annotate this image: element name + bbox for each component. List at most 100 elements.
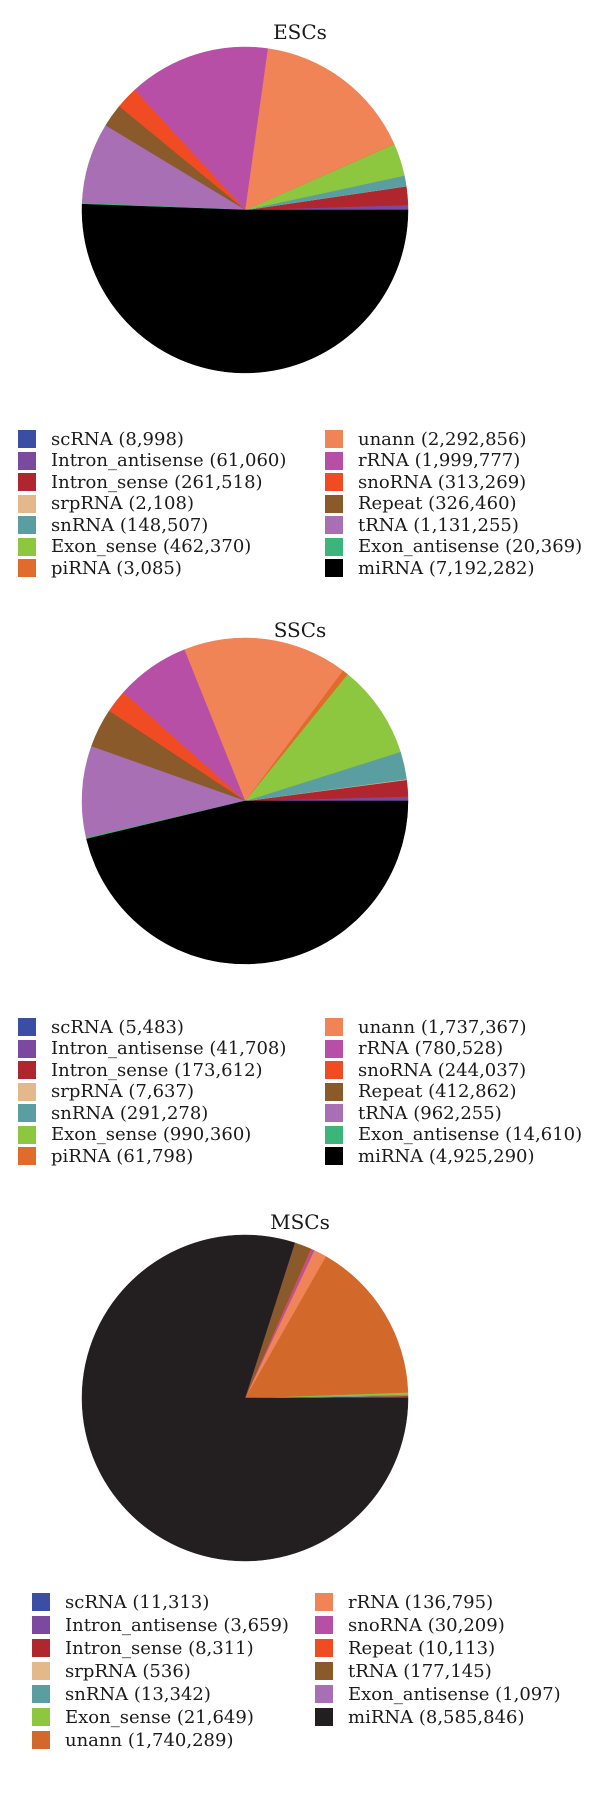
legend-swatch <box>325 451 343 470</box>
legend-label: srpRNA (7,637) <box>51 1081 194 1102</box>
pie-slice-rrna <box>134 46 268 211</box>
legend-label: miRNA (4,925,290) <box>358 1145 535 1167</box>
legend-label: Exon_antisense (1,097) <box>348 1683 561 1705</box>
legend-label: snoRNA (30,209) <box>348 1614 505 1636</box>
legend-swatch <box>18 1082 36 1101</box>
legend-item-scrna: scRNA (11,313) <box>32 1591 209 1613</box>
legend-swatch <box>18 1018 36 1036</box>
legend-label: rRNA (780,528) <box>358 1038 504 1059</box>
legend-swatch <box>18 1147 36 1165</box>
legend-swatch <box>325 1104 343 1122</box>
legend-label: Intron_antisense (61,060) <box>51 450 287 471</box>
legend-item-pirna: piRNA (3,085) <box>18 557 182 579</box>
legend-swatch <box>32 1731 50 1749</box>
legend-item-repeat: Repeat (10,113) <box>315 1637 495 1659</box>
legend-label: tRNA (962,255) <box>358 1102 502 1124</box>
legend-label: Exon_antisense (20,369) <box>358 536 583 557</box>
legend-item-exon-antisense: Exon_antisense (1,097) <box>315 1683 561 1705</box>
legend-label: scRNA (5,483) <box>51 1016 184 1038</box>
legend-label: scRNA (8,998) <box>51 428 184 450</box>
legend-label: piRNA (61,798) <box>51 1145 194 1167</box>
msc-pie-chart <box>81 1234 409 1562</box>
legend-swatch <box>325 430 343 448</box>
legend-item-unann: unann (2,292,856) <box>325 428 526 450</box>
legend-label: snoRNA (244,037) <box>358 1059 527 1081</box>
legend-item-pirna: piRNA (61,798) <box>18 1145 193 1167</box>
pie-slice-mirna <box>81 203 409 374</box>
legend-swatch <box>315 1662 333 1680</box>
legend-swatch <box>32 1639 50 1657</box>
legend-label: piRNA (3,085) <box>51 557 182 579</box>
legend-label: Intron_sense (261,518) <box>51 471 263 493</box>
legend-label: Repeat (326,460) <box>358 493 517 514</box>
legend-item-srprna: srpRNA (536) <box>32 1660 191 1682</box>
legend-label: rRNA (136,795) <box>348 1591 494 1613</box>
legend-item-unann: unann (1,740,289) <box>32 1729 233 1751</box>
legend-swatch <box>18 473 36 491</box>
legend-item-intron-sense: Intron_sense (173,612) <box>18 1059 263 1081</box>
legend-swatch <box>18 430 36 448</box>
legend-label: Repeat (412,862) <box>358 1081 517 1102</box>
legend-label: tRNA (1,131,255) <box>358 514 519 536</box>
legend-item-unann: unann (1,737,367) <box>325 1016 526 1038</box>
legend-swatch <box>325 537 343 556</box>
legend-item-snrna: snRNA (148,507) <box>18 514 208 536</box>
chart-title: ESCs <box>273 20 327 44</box>
legend-label: Intron_antisense (3,659) <box>65 1614 289 1636</box>
legend-item-exon-antisense: Exon_antisense (14,610) <box>325 1124 582 1146</box>
legend-swatch <box>32 1685 50 1703</box>
legend-swatch <box>18 451 36 470</box>
legend-item-rrna: rRNA (136,795) <box>315 1591 493 1613</box>
legend-label: snRNA (291,278) <box>51 1102 209 1124</box>
legend-item-mirna: miRNA (4,925,290) <box>325 1145 535 1167</box>
legend-item-intron-antisense: Intron_antisense (61,060) <box>18 450 286 472</box>
legend-item-repeat: Repeat (412,862) <box>325 1081 517 1103</box>
pie-slice-unann <box>244 48 395 211</box>
legend-swatch <box>325 1018 343 1036</box>
legend-item-mirna: miRNA (7,192,282) <box>325 557 535 579</box>
pie-slice-unann <box>244 1256 409 1399</box>
legend-swatch <box>18 1104 36 1122</box>
legend-label: Exon_sense (462,370) <box>51 536 252 557</box>
legend-swatch <box>18 1039 36 1058</box>
legend-swatch <box>18 1125 36 1144</box>
legend-item-intron-antisense: Intron_antisense (3,659) <box>32 1614 289 1636</box>
legend-swatch <box>325 516 343 534</box>
legend-label: unann (1,737,367) <box>358 1016 527 1038</box>
legend-label: Exon_sense (990,360) <box>51 1124 252 1145</box>
legend-item-intron-sense: Intron_sense (261,518) <box>18 471 263 493</box>
pie-slice-exon-sense <box>244 673 401 802</box>
legend-item-srprna: srpRNA (2,108) <box>18 493 194 515</box>
legend-label: unann (2,292,856) <box>358 428 527 450</box>
legend-swatch <box>325 494 343 513</box>
legend-swatch <box>32 1616 50 1634</box>
legend-swatch <box>315 1685 333 1703</box>
legend-item-rrna: rRNA (780,528) <box>325 1038 503 1060</box>
legend-item-snrna: snRNA (13,342) <box>32 1683 211 1705</box>
legend-swatch <box>325 1147 343 1165</box>
legend-label: unann (1,740,289) <box>65 1729 234 1751</box>
legend-label: tRNA (177,145) <box>348 1660 492 1682</box>
legend-label: srpRNA (536) <box>65 1660 191 1682</box>
legend-item-exon-antisense: Exon_antisense (20,369) <box>325 536 582 558</box>
legend-swatch <box>325 1125 343 1144</box>
legend-item-scrna: scRNA (8,998) <box>18 428 184 450</box>
legend-item-trna: tRNA (962,255) <box>325 1102 502 1124</box>
legend-swatch <box>18 1061 36 1079</box>
legend-label: srpRNA (2,108) <box>51 493 194 514</box>
legend-item-rrna: rRNA (1,999,777) <box>325 450 520 472</box>
legend-swatch <box>18 494 36 513</box>
legend-item-exon-sense: Exon_sense (21,649) <box>32 1706 254 1728</box>
pie-slice-trna <box>81 746 246 838</box>
legend-item-intron-antisense: Intron_antisense (41,708) <box>18 1038 286 1060</box>
legend-swatch <box>325 473 343 491</box>
legend-item-snorna: snoRNA (30,209) <box>315 1614 505 1636</box>
legend-item-srprna: srpRNA (7,637) <box>18 1081 194 1103</box>
legend-swatch <box>32 1593 50 1611</box>
legend-item-intron-sense: Intron_sense (8,311) <box>32 1637 254 1659</box>
legend-swatch <box>325 559 343 577</box>
legend-swatch <box>325 1061 343 1079</box>
legend-label: miRNA (8,585,846) <box>348 1706 525 1728</box>
legend-swatch <box>315 1616 333 1634</box>
legend-label: snRNA (13,342) <box>65 1683 211 1705</box>
